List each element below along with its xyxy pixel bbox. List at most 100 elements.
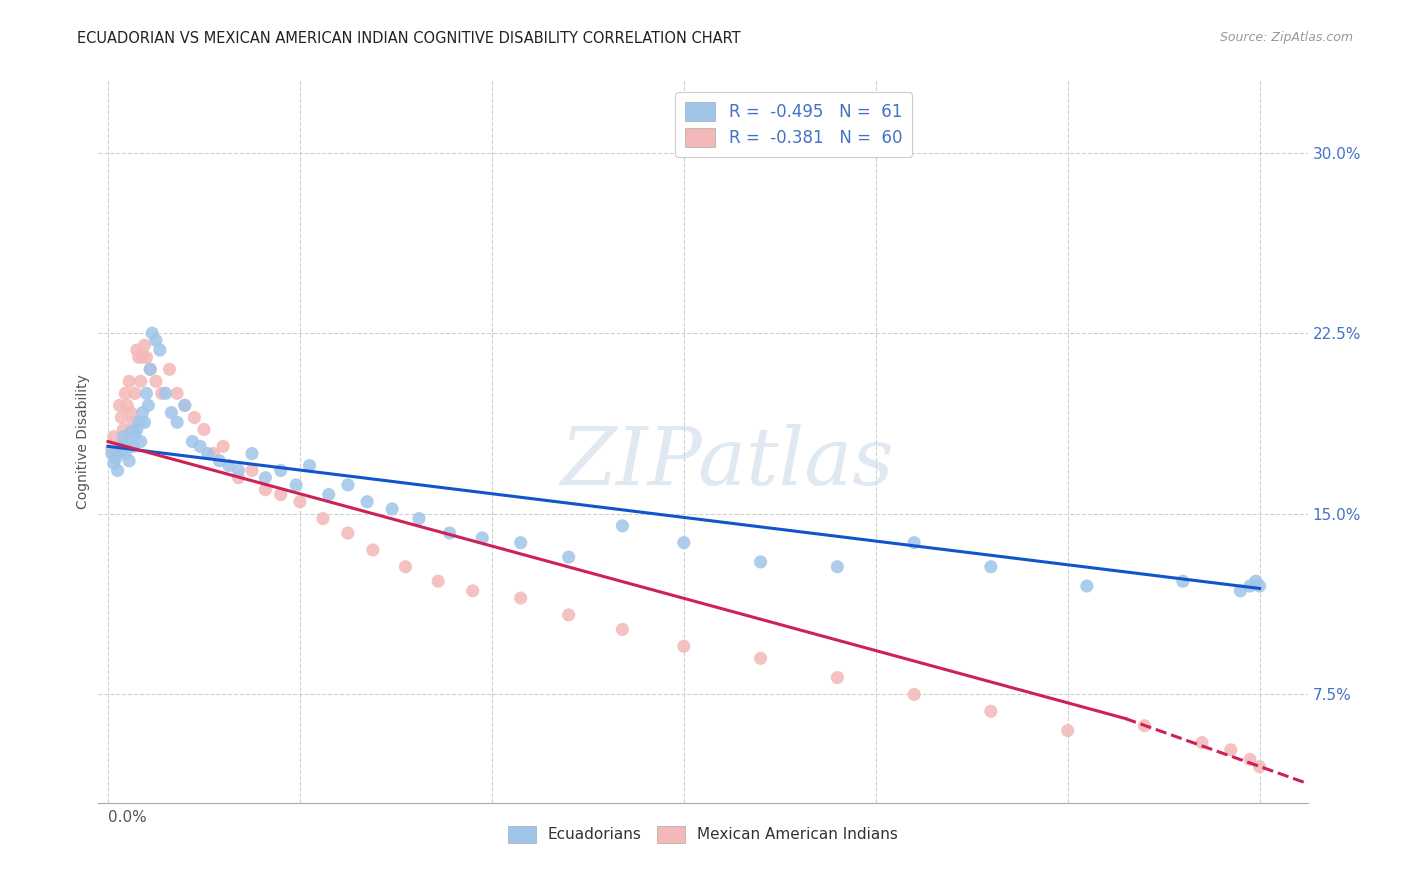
Point: [110, 444, 132, 458]
Text: ECUADORIAN VS MEXICAN AMERICAN INDIAN COGNITIVE DISABILITY CORRELATION CHART: ECUADORIAN VS MEXICAN AMERICAN INDIAN CO…: [77, 31, 741, 46]
Point: [471, 531, 494, 545]
Point: [197, 447, 219, 461]
Point: [254, 471, 277, 485]
Point: [240, 463, 263, 477]
Point: [129, 434, 152, 449]
Point: [439, 526, 461, 541]
Point: [101, 447, 124, 461]
Point: [1244, 574, 1267, 589]
Point: [118, 454, 141, 468]
Point: [107, 439, 129, 453]
Point: [134, 415, 156, 429]
Point: [1171, 574, 1194, 589]
Point: [270, 487, 292, 501]
Point: [827, 559, 849, 574]
Point: [312, 511, 335, 525]
Point: [134, 338, 156, 352]
Point: [115, 398, 138, 412]
Point: [1219, 743, 1241, 757]
Point: [749, 651, 772, 665]
Point: [361, 542, 384, 557]
Point: [135, 350, 157, 364]
Point: [509, 535, 531, 549]
Point: [509, 591, 531, 606]
Point: [125, 423, 148, 437]
Point: [1076, 579, 1098, 593]
Point: [980, 559, 1002, 574]
Point: [124, 386, 146, 401]
Text: ZIPatlas: ZIPatlas: [561, 425, 894, 502]
Point: [240, 447, 263, 461]
Point: [114, 386, 136, 401]
Point: [149, 343, 172, 357]
Point: [124, 427, 146, 442]
Point: [110, 410, 132, 425]
Point: [107, 463, 129, 477]
Point: [270, 463, 292, 477]
Point: [104, 451, 127, 466]
Point: [103, 430, 125, 444]
Point: [212, 439, 235, 453]
Point: [903, 687, 925, 701]
Point: [356, 494, 378, 508]
Point: [980, 704, 1002, 718]
Point: [139, 362, 162, 376]
Point: [112, 439, 135, 453]
Point: [1133, 719, 1156, 733]
Point: [122, 439, 145, 453]
Point: [160, 406, 183, 420]
Point: [120, 425, 142, 439]
Point: [557, 550, 579, 565]
Point: [166, 415, 188, 429]
Point: [672, 639, 695, 653]
Point: [228, 471, 250, 485]
Text: 0.0%: 0.0%: [108, 810, 146, 825]
Point: [208, 454, 231, 468]
Point: [1249, 579, 1271, 593]
Point: [108, 442, 131, 456]
Point: [135, 386, 157, 401]
Point: [336, 526, 359, 541]
Point: [139, 362, 162, 376]
Point: [1229, 583, 1251, 598]
Point: [114, 447, 136, 461]
Point: [112, 423, 135, 437]
Point: [129, 375, 152, 389]
Point: [427, 574, 450, 589]
Point: [288, 494, 311, 508]
Point: [202, 447, 225, 461]
Point: [1056, 723, 1078, 738]
Point: [298, 458, 321, 473]
Point: [128, 415, 150, 429]
Point: [254, 483, 277, 497]
Point: [115, 434, 138, 449]
Point: [131, 350, 153, 364]
Point: [122, 415, 145, 429]
Point: [131, 406, 153, 420]
Point: [193, 423, 215, 437]
Point: [408, 511, 430, 525]
Point: [112, 430, 135, 444]
Point: [827, 671, 849, 685]
Point: [1239, 579, 1261, 593]
Point: [103, 456, 125, 470]
Point: [218, 458, 240, 473]
Point: [145, 375, 167, 389]
Point: [394, 559, 416, 574]
Point: [188, 439, 211, 453]
Point: [150, 386, 173, 401]
Point: [183, 410, 205, 425]
Point: [557, 607, 579, 622]
Point: [228, 463, 250, 477]
Point: [136, 398, 159, 412]
Point: [101, 442, 124, 456]
Point: [181, 434, 204, 449]
Point: [159, 362, 181, 376]
Point: [1191, 735, 1213, 749]
Point: [336, 478, 359, 492]
Point: [749, 555, 772, 569]
Point: [318, 487, 340, 501]
Point: [1249, 760, 1271, 774]
Point: [612, 623, 634, 637]
Point: [612, 519, 634, 533]
